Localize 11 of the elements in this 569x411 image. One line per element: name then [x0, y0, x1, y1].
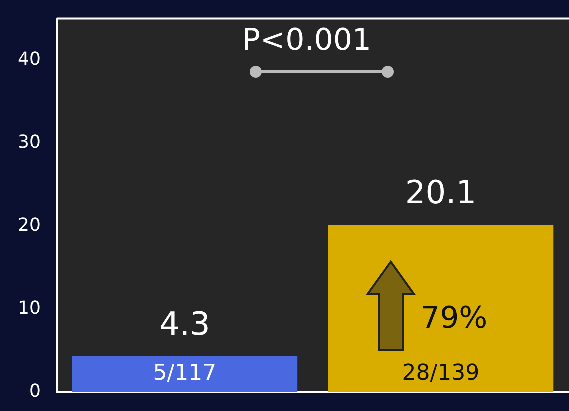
data-label: 20.1 [405, 174, 477, 212]
annotation: 5/117 [153, 360, 217, 386]
y-tick-label: 40 [18, 48, 41, 70]
annotation: P<0.001 [242, 22, 372, 58]
annotation: 28/139 [402, 360, 480, 386]
y-tick-label: 30 [18, 132, 41, 153]
y-tick-label: 0 [29, 380, 41, 402]
y-tick-label: 20 [18, 214, 41, 236]
annotation: 79% [420, 300, 488, 336]
y-tick-label: 10 [18, 298, 41, 319]
data-label: 4.3 [159, 304, 210, 343]
